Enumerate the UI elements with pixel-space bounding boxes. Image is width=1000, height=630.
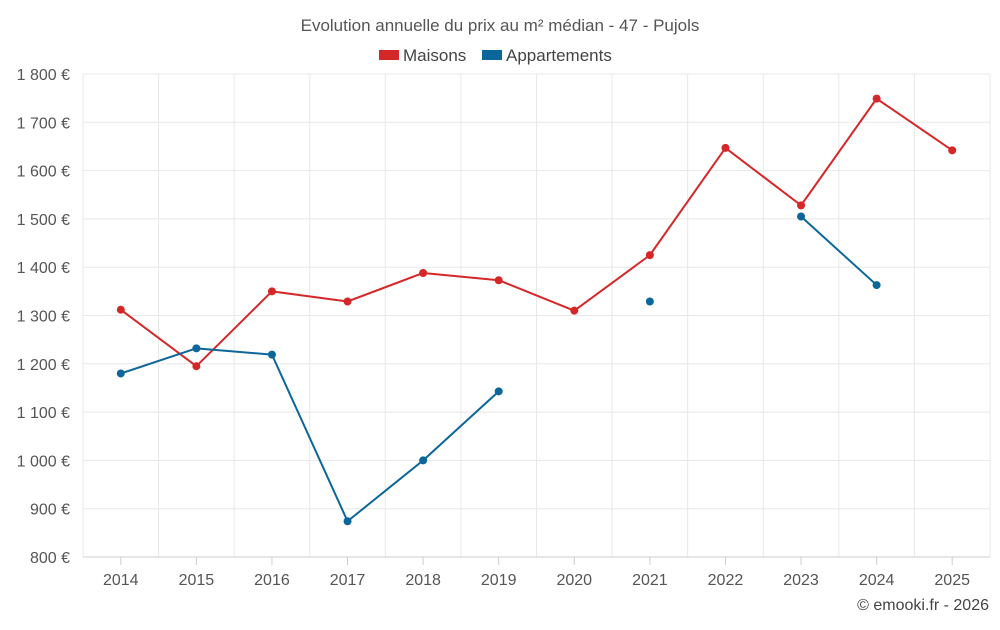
y-tick-label: 1 800 €: [17, 67, 70, 84]
y-tick-label: 1 600 €: [17, 164, 70, 181]
y-axis: 800 € 900 € 1 000 € 1 100 € 1 200 € 1 300 € 1 …: [17, 67, 70, 567]
data-point[interactable]: [872, 281, 881, 290]
data-point[interactable]: [872, 94, 881, 103]
y-tick-label: 1 100 €: [17, 405, 70, 422]
x-tick-label: 2020: [556, 572, 592, 589]
y-tick-label: 1 400 €: [17, 260, 70, 277]
data-point[interactable]: [419, 268, 428, 277]
y-tick-label: 1 500 €: [17, 212, 70, 229]
data-point[interactable]: [192, 344, 201, 353]
data-point[interactable]: [343, 517, 352, 526]
series-appartements: [116, 212, 881, 526]
x-tick-label: 2016: [254, 572, 290, 589]
y-tick-label: 900 €: [30, 502, 70, 519]
data-point[interactable]: [116, 305, 125, 314]
x-tick-label: 2024: [859, 572, 895, 589]
series-line: [120, 97, 953, 368]
data-point[interactable]: [267, 287, 276, 296]
x-tick-label: 2025: [934, 572, 970, 589]
data-point[interactable]: [645, 251, 654, 260]
legend-swatch-appartements: [482, 50, 502, 60]
data-point[interactable]: [116, 369, 125, 378]
legend-label-appartements[interactable]: Appartements: [506, 46, 612, 65]
x-tick-label: 2018: [405, 572, 441, 589]
data-point[interactable]: [494, 387, 503, 396]
legend-swatch-maisons: [379, 50, 399, 60]
series-layer: [116, 94, 957, 526]
y-tick-label: 1 000 €: [17, 453, 70, 470]
x-tick-label: 2021: [632, 572, 668, 589]
x-tick-label: 2015: [179, 572, 215, 589]
data-point[interactable]: [494, 276, 503, 285]
x-tick-label: 2022: [708, 572, 744, 589]
x-tick-label: 2023: [783, 572, 819, 589]
x-tick-label: 2014: [103, 572, 139, 589]
data-point[interactable]: [419, 456, 428, 465]
series-maisons: [116, 94, 957, 371]
data-point[interactable]: [192, 362, 201, 371]
x-axis: 2014 2015 2016 2017 2018 2019 2020 2021 2022 2023…: [83, 556, 990, 589]
series-line: [120, 347, 500, 523]
legend: Maisons Appartements: [379, 46, 612, 65]
data-point[interactable]: [343, 297, 352, 306]
x-tick-label: 2017: [330, 572, 366, 589]
data-point[interactable]: [267, 350, 276, 359]
x-tick-label: 2019: [481, 572, 517, 589]
grid: [82, 73, 991, 558]
data-point[interactable]: [797, 201, 806, 210]
credit: © emooki.fr - 2026: [857, 597, 989, 614]
y-tick-label: 1 300 €: [17, 309, 70, 326]
data-point[interactable]: [948, 146, 957, 155]
y-tick-label: 800 €: [30, 550, 70, 567]
y-tick-label: 1 200 €: [17, 357, 70, 374]
legend-label-maisons[interactable]: Maisons: [403, 46, 466, 65]
chart-title: Evolution annuelle du prix au m² médian …: [301, 16, 700, 35]
data-point[interactable]: [797, 212, 806, 221]
data-point[interactable]: [721, 143, 730, 152]
y-tick-label: 1 700 €: [17, 115, 70, 132]
data-point[interactable]: [645, 297, 654, 306]
series-line: [800, 215, 878, 286]
data-point[interactable]: [570, 306, 579, 315]
